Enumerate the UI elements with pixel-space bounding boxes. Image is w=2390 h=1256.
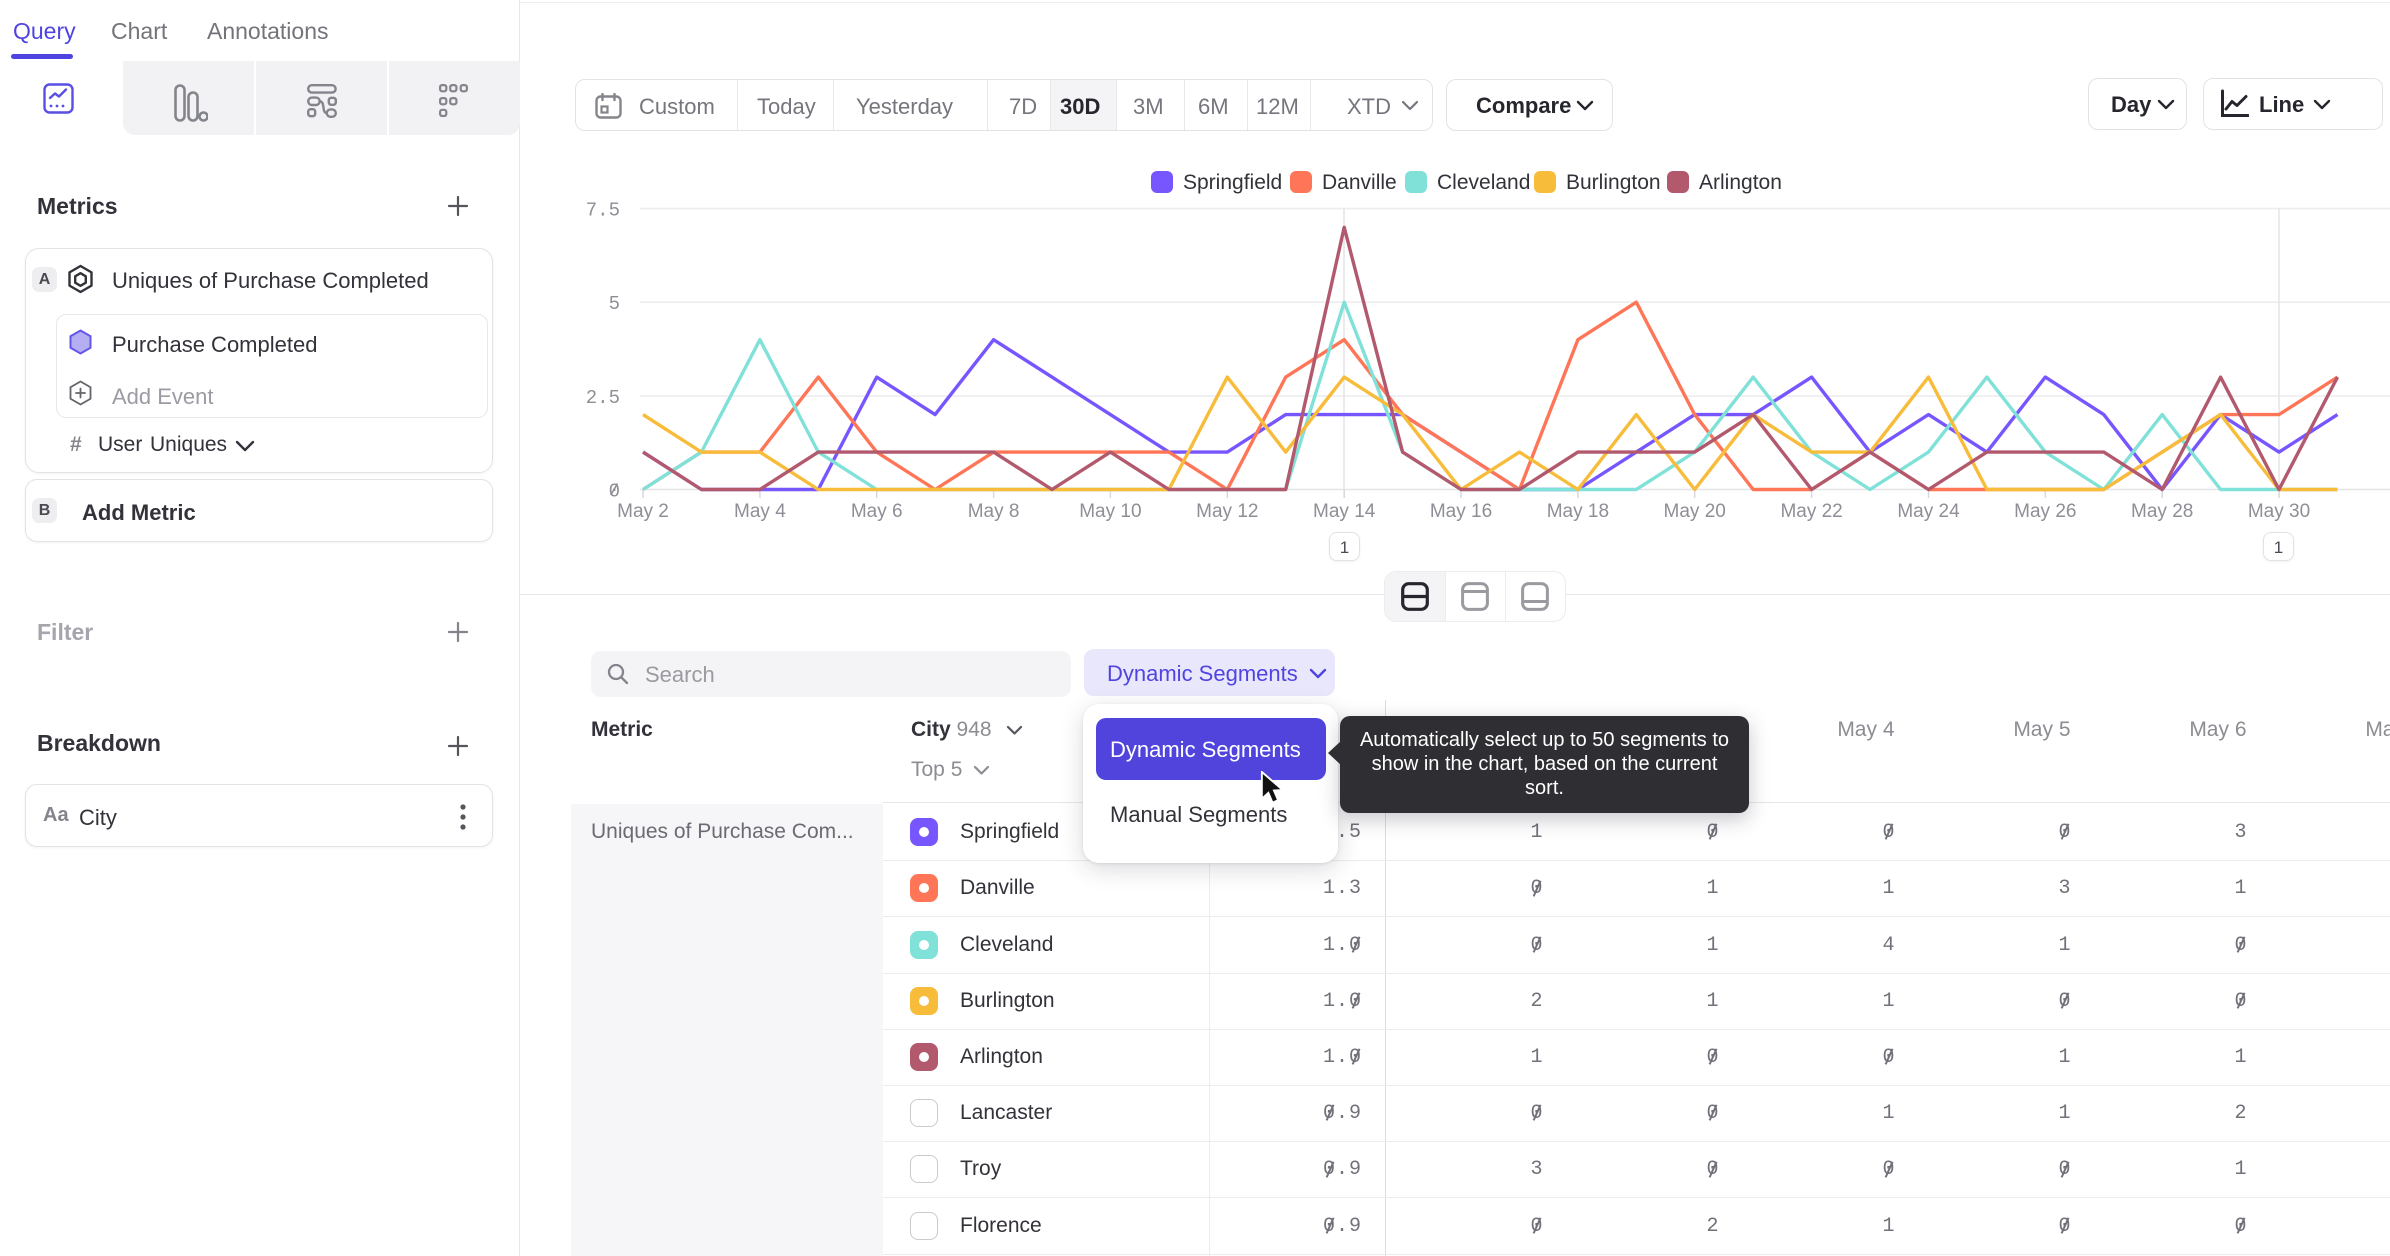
svg-text:May 16: May 16 [1430, 501, 1492, 522]
svg-text:0: 0 [609, 481, 620, 503]
svg-text:May 20: May 20 [1664, 501, 1726, 522]
svg-text:May 24: May 24 [1897, 501, 1960, 522]
svg-text:May 2: May 2 [617, 501, 669, 522]
svg-text:May 14: May 14 [1313, 501, 1376, 522]
svg-text:May 30: May 30 [2248, 501, 2310, 522]
svg-text:5: 5 [609, 293, 620, 315]
svg-text:May 18: May 18 [1547, 501, 1609, 522]
svg-text:May 22: May 22 [1780, 501, 1842, 522]
svg-text:May 8: May 8 [968, 501, 1020, 522]
svg-text:May 26: May 26 [2014, 501, 2076, 522]
svg-text:May 12: May 12 [1196, 501, 1258, 522]
svg-text:7.5: 7.5 [586, 200, 620, 222]
svg-text:2.5: 2.5 [586, 387, 620, 409]
svg-text:May 6: May 6 [851, 501, 903, 522]
svg-text:May 28: May 28 [2131, 501, 2193, 522]
svg-text:May 4: May 4 [734, 501, 786, 522]
svg-text:May 10: May 10 [1079, 501, 1141, 522]
